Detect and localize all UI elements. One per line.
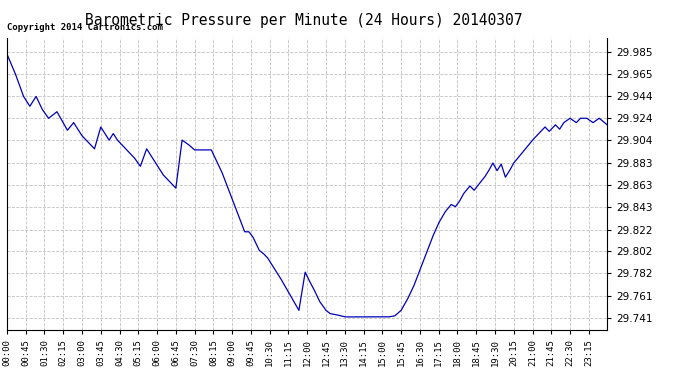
Text: Pressure  (Inches/Hg): Pressure (Inches/Hg)	[511, 30, 634, 40]
Text: Barometric Pressure per Minute (24 Hours) 20140307: Barometric Pressure per Minute (24 Hours…	[85, 13, 522, 28]
Text: Copyright 2014 Cartronics.com: Copyright 2014 Cartronics.com	[7, 22, 163, 32]
